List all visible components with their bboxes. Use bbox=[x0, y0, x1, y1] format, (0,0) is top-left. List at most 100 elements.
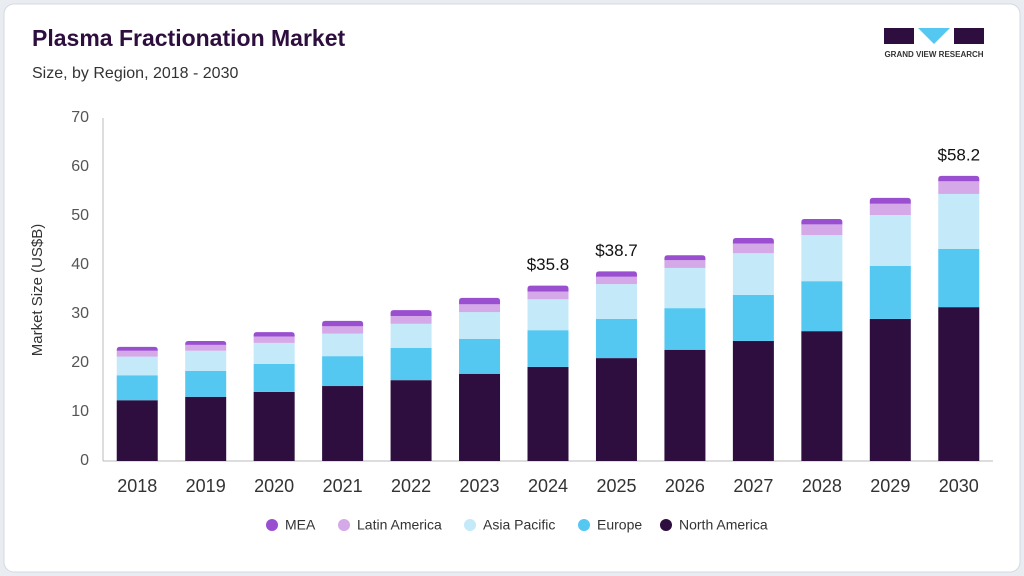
bar-segment bbox=[732, 294, 774, 341]
logo: GRAND VIEW RESEARCH bbox=[884, 28, 984, 59]
bar-segment bbox=[390, 380, 432, 461]
bar-segment bbox=[664, 349, 706, 461]
bar-segment bbox=[185, 350, 227, 371]
bar-segment bbox=[938, 175, 980, 182]
bar-segment bbox=[938, 193, 980, 249]
y-tick-label: 40 bbox=[71, 256, 89, 273]
y-tick-label: 0 bbox=[80, 452, 89, 469]
legend-label: MEA bbox=[285, 517, 316, 533]
x-tick-label: 2027 bbox=[733, 476, 773, 496]
bar-segment bbox=[664, 308, 706, 350]
bar-segment bbox=[459, 304, 501, 313]
bar-segment bbox=[322, 326, 364, 334]
bar-segment bbox=[322, 320, 364, 327]
bar-segment bbox=[801, 224, 843, 236]
y-axis-label: Market Size (US$B) bbox=[29, 224, 46, 357]
bar-segment bbox=[801, 281, 843, 332]
bar-segment bbox=[459, 297, 501, 305]
legend-swatch bbox=[266, 519, 278, 531]
y-tick-label: 70 bbox=[71, 109, 89, 126]
x-tick-label: 2018 bbox=[117, 476, 157, 496]
bar-segment bbox=[732, 340, 774, 461]
y-tick-label: 30 bbox=[71, 305, 89, 322]
bar-segment bbox=[185, 344, 227, 351]
bar-segment bbox=[732, 253, 774, 295]
bar-segment bbox=[116, 346, 158, 351]
bar-segment bbox=[869, 215, 911, 266]
legend-swatch bbox=[338, 519, 350, 531]
x-tick-label: 2025 bbox=[596, 476, 636, 496]
bar-segment bbox=[664, 260, 706, 268]
bar-segment bbox=[938, 248, 980, 308]
bar-segment bbox=[390, 310, 432, 316]
bar-segment bbox=[253, 342, 295, 364]
bar-segment bbox=[595, 318, 637, 359]
bar-segment bbox=[869, 265, 911, 319]
legend-label: North America bbox=[679, 517, 768, 533]
y-tick-label: 10 bbox=[71, 403, 89, 420]
bar-segment bbox=[869, 197, 911, 204]
x-tick-label: 2024 bbox=[528, 476, 568, 496]
bar-segment bbox=[185, 340, 227, 345]
legend-label: Latin America bbox=[357, 517, 442, 533]
bar-segment bbox=[322, 386, 364, 461]
x-tick-label: 2019 bbox=[186, 476, 226, 496]
bar-segment bbox=[116, 356, 158, 376]
y-tick-label: 50 bbox=[71, 207, 89, 224]
bar-segment bbox=[595, 271, 637, 277]
bar-segment bbox=[253, 391, 295, 461]
x-tick-label: 2020 bbox=[254, 476, 294, 496]
bar-segment bbox=[664, 267, 706, 309]
bar-segment bbox=[869, 203, 911, 216]
bar-segment bbox=[527, 299, 569, 331]
total-label: $35.8 bbox=[527, 255, 570, 274]
x-tick-label: 2021 bbox=[323, 476, 363, 496]
logo-block bbox=[884, 28, 914, 44]
bar-segment bbox=[185, 396, 227, 461]
x-tick-label: 2029 bbox=[870, 476, 910, 496]
bar-segment bbox=[801, 235, 843, 282]
y-tick-label: 20 bbox=[71, 354, 89, 371]
x-tick-label: 2023 bbox=[460, 476, 500, 496]
logo-triangle bbox=[918, 28, 950, 44]
x-tick-label: 2026 bbox=[665, 476, 705, 496]
bar-segment bbox=[527, 330, 569, 367]
bar-segment bbox=[527, 366, 569, 461]
legend-swatch bbox=[464, 519, 476, 531]
bar-segment bbox=[801, 218, 843, 225]
bar-segment bbox=[185, 370, 227, 397]
bar-segment bbox=[527, 285, 569, 292]
bar-segment bbox=[595, 284, 637, 319]
bar-segment bbox=[664, 255, 706, 261]
bar-segment bbox=[390, 323, 432, 348]
bar-segment bbox=[116, 400, 158, 461]
chart-subtitle: Size, by Region, 2018 - 2030 bbox=[32, 65, 238, 82]
bar-segment bbox=[801, 331, 843, 461]
legend-swatch bbox=[578, 519, 590, 531]
bar-segment bbox=[116, 350, 158, 357]
x-tick-label: 2028 bbox=[802, 476, 842, 496]
bar-segment bbox=[732, 238, 774, 244]
bar-segment bbox=[116, 375, 158, 401]
chart-title: Plasma Fractionation Market bbox=[32, 25, 345, 51]
bar-segment bbox=[322, 333, 364, 357]
bar-segment bbox=[390, 315, 432, 324]
bar-segment bbox=[938, 181, 980, 194]
bar-segment bbox=[390, 347, 432, 381]
bar-segment bbox=[938, 307, 980, 461]
bar-segment bbox=[253, 332, 295, 337]
bar-segment bbox=[869, 318, 911, 461]
bar-segment bbox=[732, 243, 774, 254]
y-tick-label: 60 bbox=[71, 158, 89, 175]
bar-segment bbox=[322, 356, 364, 387]
legend-swatch bbox=[660, 519, 672, 531]
x-tick-label: 2030 bbox=[939, 476, 979, 496]
logo-text: GRAND VIEW RESEARCH bbox=[884, 50, 983, 59]
bar-segment bbox=[595, 276, 637, 285]
x-tick-label: 2022 bbox=[391, 476, 431, 496]
bar-segment bbox=[459, 312, 501, 339]
bar-segment bbox=[253, 363, 295, 392]
bar-segment bbox=[595, 358, 637, 461]
